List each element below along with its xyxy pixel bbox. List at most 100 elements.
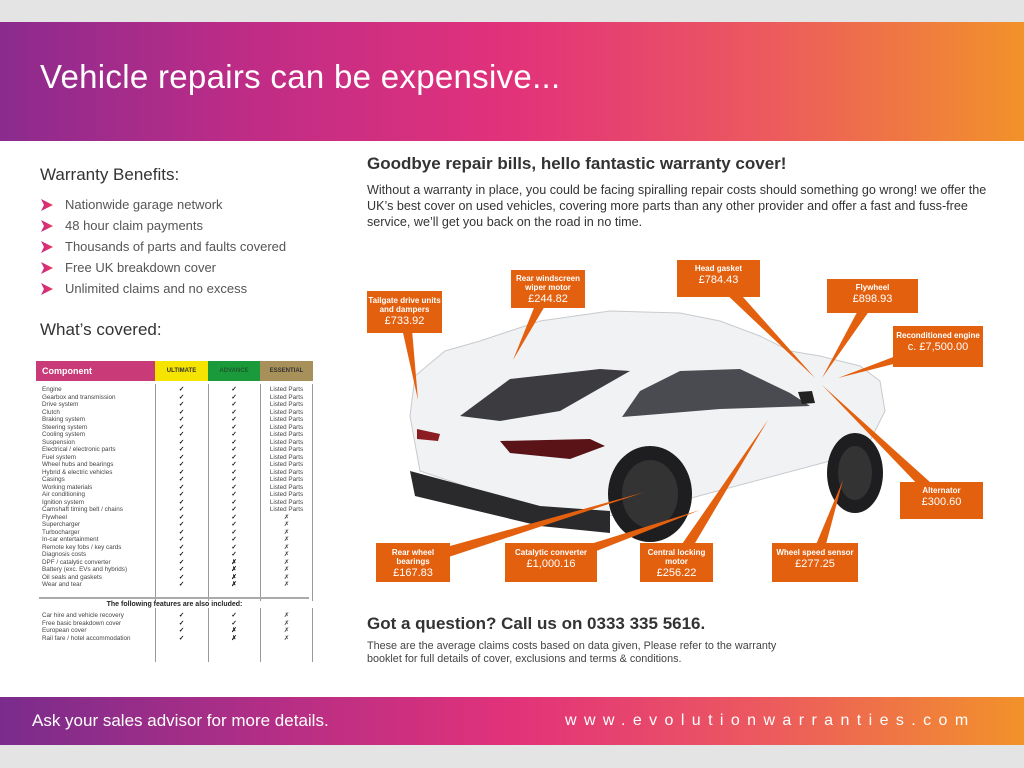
callout-pointer — [671, 420, 768, 566]
benefit-item: Thousands of parts and faults covered — [40, 236, 286, 257]
essential-cell: ✗ — [283, 521, 290, 528]
contact-title: Got a question? Call us on 0333 335 5616… — [367, 614, 706, 633]
advance-cell: ✓ — [231, 416, 237, 423]
advance-cell: ✓ — [231, 521, 237, 528]
cost-callout: Flywheel £898.93 — [827, 279, 918, 313]
callout-pointer — [411, 492, 645, 569]
advance-cell: ✓ — [231, 401, 237, 408]
ultimate-cell: ✓ — [178, 408, 185, 416]
ultimate-cell: ✓ — [178, 573, 185, 581]
component-name: Battery (exc. EVs and hybrids) — [42, 566, 128, 573]
table-row: Diagnosis costs ✓ ✓ ✗ — [36, 551, 313, 559]
column-divider — [260, 384, 261, 662]
callout-pointer — [714, 274, 815, 378]
ultimate-cell: ✓ — [178, 581, 185, 588]
column-header: ADVANCE — [208, 361, 260, 381]
advance-cell: ✓ — [231, 536, 237, 543]
component-name: Diagnosis costs — [42, 551, 87, 558]
ultimate-cell: ✓ — [178, 566, 185, 573]
essential-cell: Listed Parts — [269, 461, 304, 468]
advance-cell: ✗ — [231, 573, 237, 581]
callout-value: £167.83 — [393, 567, 433, 579]
ultimate-cell: ✓ — [178, 393, 185, 401]
advance-cell: ✗ — [231, 581, 237, 588]
essential-cell: Listed Parts — [269, 498, 304, 506]
cost-callout: Central locking motor £256.22 — [640, 543, 713, 582]
ultimate-cell: ✓ — [178, 386, 185, 393]
component-name: Cooling system — [42, 431, 86, 438]
benefits-title: Warranty Benefits: — [40, 165, 180, 184]
benefits-list: Nationwide garage network 48 hour claim p… — [40, 194, 286, 299]
essential-cell: ✗ — [283, 573, 290, 581]
cost-callout: Rear wheel bearings £167.83 — [376, 543, 450, 582]
ultimate-cell: ✓ — [178, 558, 185, 566]
covered-title: What’s covered: — [40, 320, 162, 339]
essential-cell: Listed Parts — [269, 408, 304, 416]
main-content: Warranty Benefits: Nationwide garage net… — [0, 141, 1024, 697]
ultimate-cell: ✓ — [178, 619, 185, 627]
essential-cell: ✗ — [283, 627, 290, 634]
component-name: Hybrid & electric vehicles — [42, 468, 113, 476]
component-name: In-car entertainment — [42, 536, 99, 543]
component-name: Rail fare / hotel accommodation — [42, 634, 131, 642]
component-name: Clutch — [42, 408, 60, 416]
essential-cell: Listed Parts — [269, 468, 304, 476]
advance-cell: ✓ — [231, 408, 237, 416]
essential-cell: Listed Parts — [269, 446, 304, 453]
benefit-text: Thousands of parts and faults covered — [65, 239, 287, 254]
component-name: Fuel system — [42, 453, 76, 461]
advance-cell: ✓ — [231, 386, 237, 393]
advance-cell: ✓ — [231, 461, 237, 468]
component-name: Electrical / electronic parts — [42, 446, 116, 453]
essential-cell: ✗ — [283, 566, 290, 573]
essential-cell: Listed Parts — [269, 393, 304, 401]
essential-cell: ✗ — [283, 528, 290, 536]
table-row: Oil seals and gaskets ✓ ✗ ✗ — [36, 574, 313, 582]
column-divider — [155, 384, 156, 662]
callout-label: Central locking motor — [647, 548, 706, 566]
callout-label: Catalytic converter — [514, 548, 588, 557]
table-row: Wheel hubs and bearings ✓ ✓ Listed Parts — [36, 461, 313, 469]
advance-cell: ✗ — [231, 558, 237, 566]
footer-cta: Ask your sales advisor for more details. — [32, 711, 329, 730]
advance-cell: ✓ — [231, 619, 237, 627]
callout-value: £256.22 — [656, 567, 697, 579]
cost-callout: Tailgate drive units and dampers £733.92 — [367, 291, 442, 333]
column-header: ULTIMATE — [155, 361, 208, 381]
ultimate-cell: ✓ — [178, 431, 185, 438]
essential-cell: ✗ — [283, 619, 290, 627]
table-row: Camshaft timing belt / chains ✓ ✓ Listed Pa… — [36, 506, 313, 514]
advance-cell: ✓ — [231, 483, 237, 491]
table-row: Suspension ✓ ✓ Listed Parts — [36, 439, 313, 447]
cost-callout: Catalytic converter £1,000.16 — [505, 543, 597, 582]
table-row: In-car entertainment ✓ ✓ ✗ — [36, 536, 313, 544]
essential-cell: ✗ — [283, 543, 290, 551]
column-divider — [208, 384, 209, 662]
essential-cell: Listed Parts — [269, 416, 304, 423]
table-row: Supercharger ✓ ✓ ✗ — [36, 521, 313, 529]
table-row: Cooling system ✓ ✓ Listed Parts — [36, 431, 313, 439]
advance-cell: ✓ — [231, 438, 237, 446]
benefit-item: Unlimited claims and no excess — [40, 278, 286, 299]
column-header: ESSENTIAL — [260, 361, 313, 381]
callout-value: c. £7,500.00 — [907, 341, 969, 353]
advance-cell: ✗ — [231, 634, 237, 642]
essential-cell: ✗ — [283, 612, 290, 619]
table-row: Air conditioning ✓ ✓ Listed Parts — [36, 491, 313, 499]
ultimate-cell: ✓ — [178, 476, 185, 483]
ultimate-cell: ✓ — [178, 528, 185, 536]
component-name: Car hire and vehicle recovery — [42, 612, 124, 619]
chevron-right-icon — [41, 282, 53, 295]
component-name: Wheel hubs and bearings — [42, 461, 114, 468]
intro-title: Goodbye repair bills, hello fantastic wa… — [367, 154, 787, 173]
callout-value: £1,000.16 — [526, 558, 576, 570]
callout-label: Rear windscreen wiper motor — [515, 274, 581, 292]
essential-cell: Listed Parts — [269, 386, 304, 393]
benefit-item: 48 hour claim payments — [40, 215, 286, 236]
table-row: DPF / catalytic converter ✓ ✗ ✗ — [36, 559, 313, 567]
callout-label: Flywheel — [855, 283, 890, 292]
ultimate-cell: ✓ — [178, 551, 185, 558]
website-link[interactable]: www.evolutionwarranties.com — [565, 712, 976, 729]
ultimate-cell: ✓ — [178, 521, 185, 528]
table-row: Working materials ✓ ✓ Listed Parts — [36, 484, 313, 492]
